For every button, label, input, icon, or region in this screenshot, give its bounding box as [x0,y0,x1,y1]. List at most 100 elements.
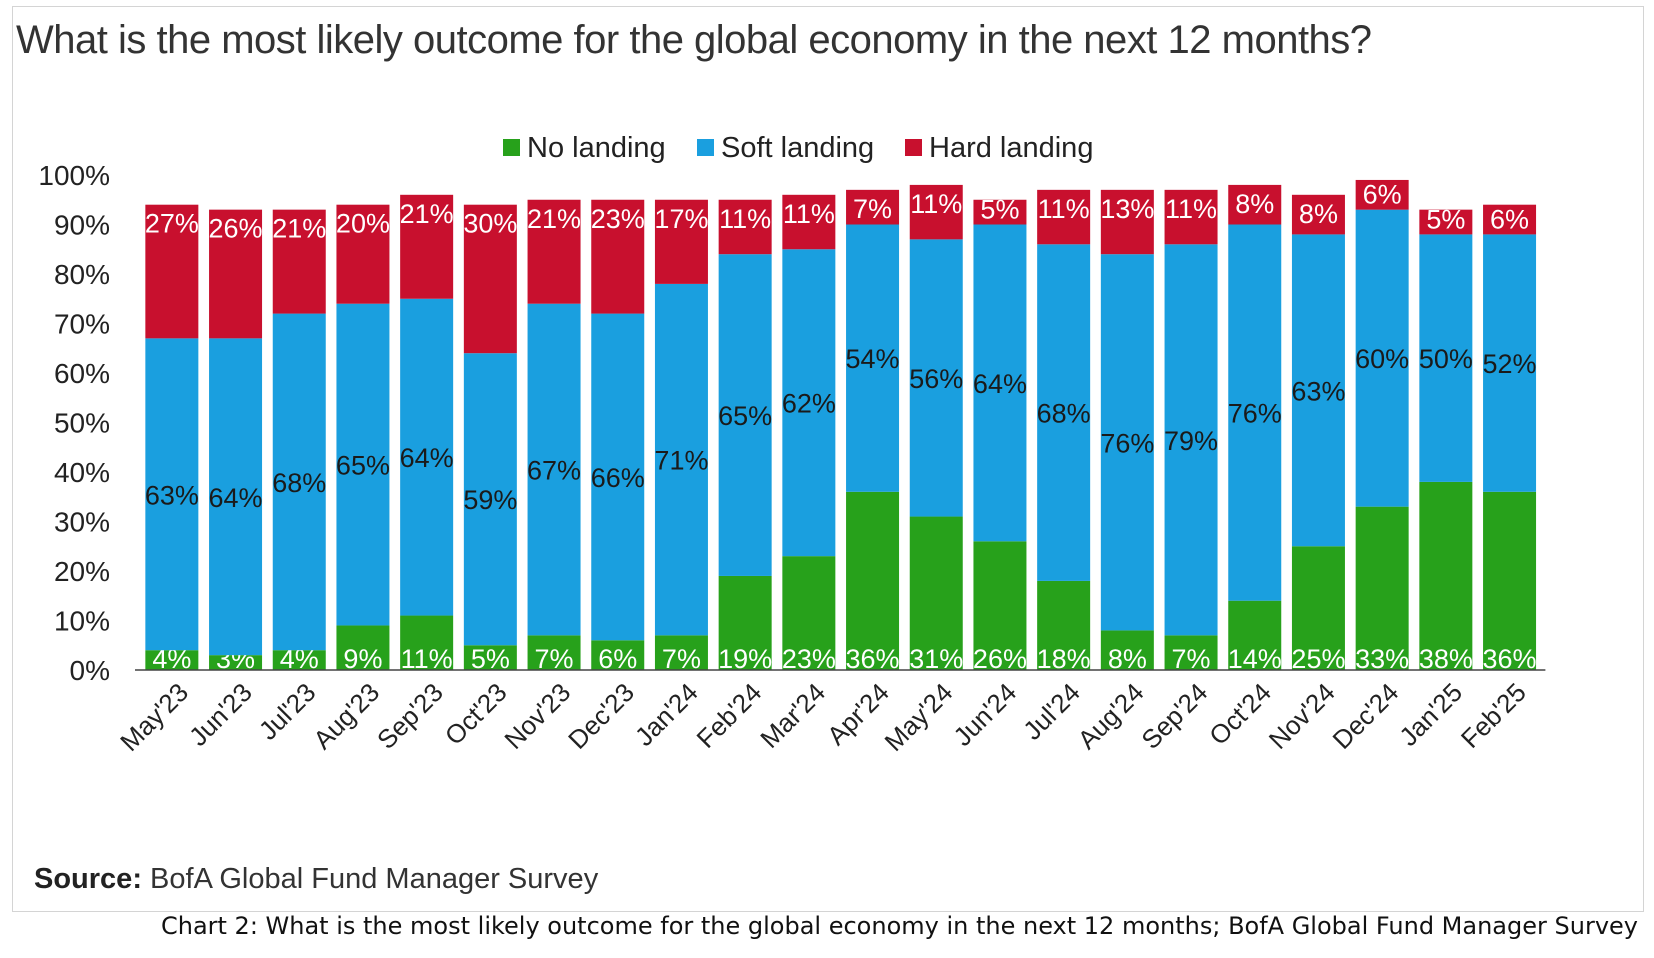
bar-segment-hard-landing [1228,184,1282,225]
figure-caption: Chart 2: What is the most likely outcome… [160,912,1638,940]
legend-label: Hard landing [929,132,1093,164]
bar-segment-soft-landing [1355,209,1409,507]
y-tick-label: 80% [54,259,110,290]
legend-swatch [503,139,520,156]
data-label: 26% [209,214,263,244]
bar-segment-hard-landing [145,204,199,339]
data-label: 38% [1419,644,1473,674]
bar-segment-hard-landing [336,204,390,304]
bar-segment-hard-landing [209,209,263,339]
y-tick-label: 60% [54,358,110,389]
x-tick-label: Feb'24 [691,677,768,754]
bar-segment-hard-landing [1164,189,1218,245]
data-label: 54% [846,344,900,374]
source-text: BofA Global Fund Manager Survey [150,863,599,895]
data-label: 17% [654,204,708,234]
bar-segment-soft-landing [973,224,1027,542]
data-label: 5% [471,644,510,674]
bar-segment-hard-landing [1291,194,1345,235]
data-label: 65% [718,401,772,431]
bar-segment-hard-landing [1355,179,1409,210]
legend-label: Soft landing [721,132,874,164]
data-label: 71% [654,446,708,476]
data-label: 36% [846,644,900,674]
data-label: 23% [782,644,836,674]
x-axis: May'23Jun'23Jul'23Aug'23Sep'23Oct'23Nov'… [114,669,1546,757]
bar-segment-soft-landing [1164,244,1218,636]
legend-swatch [697,139,714,156]
y-tick-label: 90% [54,210,110,241]
data-label: 21% [527,204,581,234]
data-label: 63% [1291,376,1345,406]
data-label: 9% [343,644,382,674]
bar-segment-hard-landing [1419,209,1473,235]
x-tick-label: Dec'24 [1327,677,1405,755]
data-label: 8% [1235,189,1274,219]
data-label: 62% [782,389,836,419]
data-label: 67% [527,456,581,486]
bar-segment-no-landing [654,635,708,670]
data-label: 18% [1037,644,1091,674]
bar-segment-no-landing [1291,546,1345,670]
y-tick-label: 50% [54,408,110,439]
bar-segment-no-landing [909,516,963,670]
bar-segment-soft-landing [1037,244,1091,581]
y-tick-label: 70% [54,309,110,340]
bar-segment-no-landing [973,541,1027,670]
bar-segment-no-landing [718,575,772,670]
bar-segment-no-landing [782,556,836,670]
bar-segment-soft-landing [1291,234,1345,547]
bar-segment-no-landing [591,640,645,670]
bar-segment-hard-landing [846,189,900,225]
legend-swatch [905,139,922,156]
source-note: Source: BofA Global Fund Manager Survey [34,863,598,896]
bar-segment-hard-landing [782,194,836,250]
bar-segment-no-landing [209,655,263,670]
data-label: 64% [209,483,263,513]
data-label: 11% [719,204,771,234]
data-label: 26% [973,644,1027,674]
data-label: 7% [1172,644,1211,674]
bar-segment-soft-landing [654,283,708,636]
bar-segment-soft-landing [209,338,263,656]
x-tick-label: Jan'25 [1393,677,1468,752]
y-tick-label: 10% [54,606,110,637]
data-label: 27% [145,209,199,239]
data-label: 11% [401,644,453,674]
data-label: 76% [1228,399,1282,429]
data-label: 56% [909,364,963,394]
data-label: 7% [535,644,574,674]
bar-segment-soft-landing [1100,254,1154,631]
data-label: 13% [1100,194,1154,224]
data-label: 36% [1483,644,1537,674]
bar-segment-hard-landing [718,199,772,255]
data-label: 66% [591,463,645,493]
bar-segment-hard-landing [1483,204,1537,235]
data-label: 64% [400,443,454,473]
data-label: 8% [1299,199,1338,229]
data-label: 11% [1038,194,1090,224]
data-label: 11% [1165,194,1217,224]
data-label: 6% [1490,204,1529,234]
data-label: 79% [1164,426,1218,456]
bar-segment-no-landing [1355,506,1409,670]
data-label: 31% [909,644,963,674]
data-label: 50% [1419,344,1473,374]
bar-segment-no-landing [846,491,900,670]
data-label: 64% [973,369,1027,399]
bar-segment-no-landing [272,650,326,670]
bar-segment-no-landing [1164,635,1218,670]
data-label: 25% [1291,644,1345,674]
x-tick-label: Sep'23 [371,677,449,755]
data-label: 11% [783,199,835,229]
bar-segment-hard-landing [1100,189,1154,255]
bar-segment-soft-landing [909,239,963,517]
data-label: 7% [662,644,701,674]
data-label: 21% [272,214,326,244]
data-label: 68% [1037,399,1091,429]
bar-segment-soft-landing [846,224,900,492]
data-label: 33% [1355,644,1409,674]
bar-segment-soft-landing [336,303,390,626]
x-tick-label: Aug'23 [307,677,385,755]
